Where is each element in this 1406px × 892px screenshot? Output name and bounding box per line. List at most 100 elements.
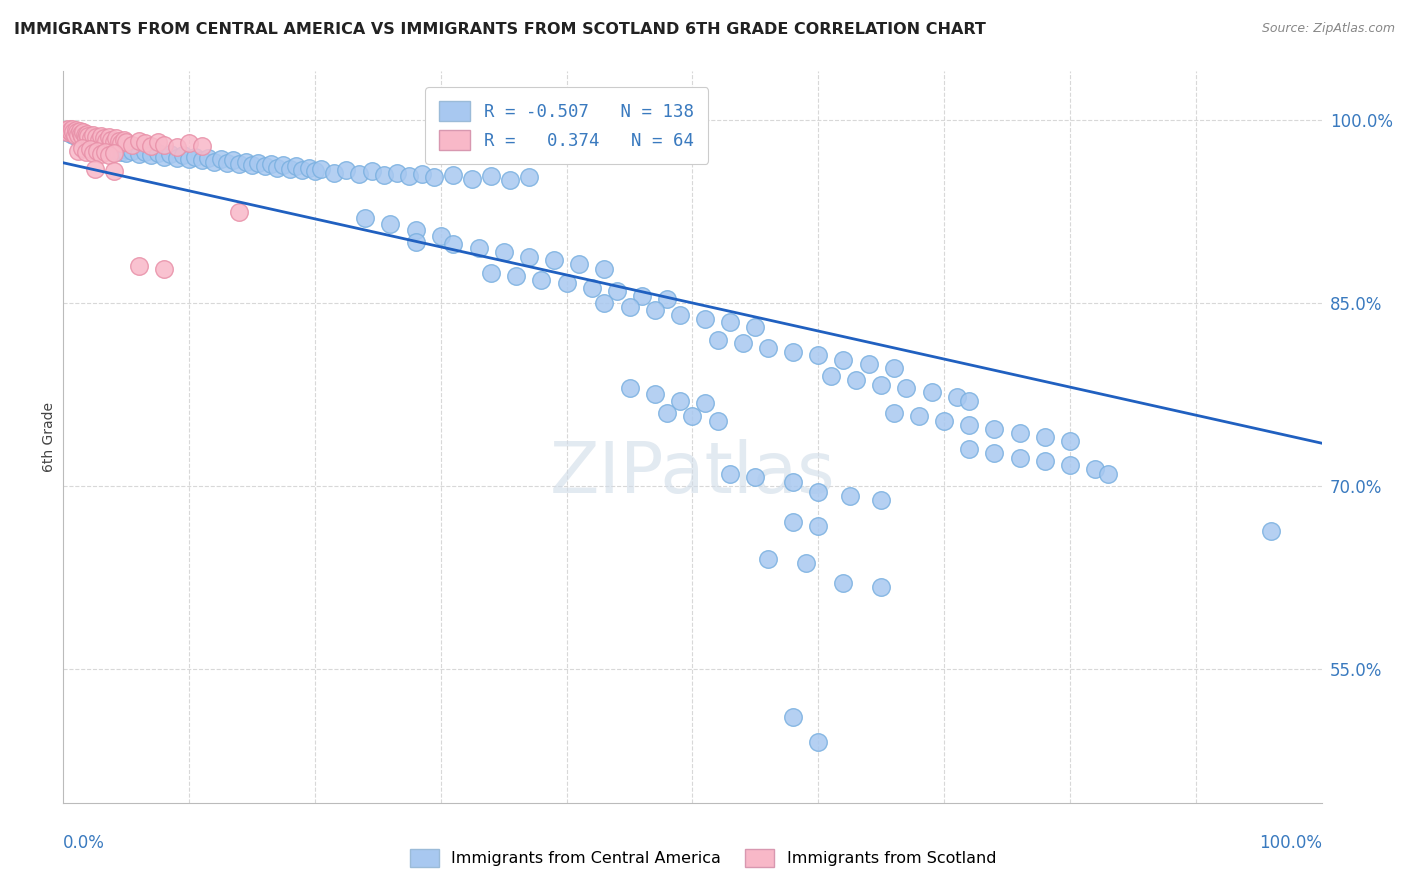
Point [103, 135, 125, 149]
Point [619, 381, 641, 395]
Point [58, 124, 80, 138]
Point [134, 136, 156, 151]
Point [883, 360, 905, 375]
Point [1097, 467, 1119, 481]
Point [112, 142, 135, 156]
Point [693, 396, 716, 410]
Point [184, 150, 207, 164]
Point [94, 134, 117, 148]
Point [56, 125, 79, 139]
Point [266, 161, 288, 175]
Point [82, 134, 104, 148]
Point [405, 235, 427, 249]
Point [82, 128, 104, 142]
Legend: Immigrants from Central America, Immigrants from Scotland: Immigrants from Central America, Immigra… [402, 840, 1004, 875]
Point [215, 156, 238, 170]
Point [593, 261, 616, 276]
Point [90, 140, 112, 154]
Point [128, 260, 150, 274]
Point [1033, 430, 1056, 444]
Text: 0.0%: 0.0% [63, 834, 105, 852]
Point [75, 145, 97, 159]
Point [75, 130, 97, 145]
Point [146, 135, 169, 149]
Point [385, 165, 408, 179]
Text: IMMIGRANTS FROM CENTRAL AMERICA VS IMMIGRANTS FROM SCOTLAND 6TH GRADE CORRELATIO: IMMIGRANTS FROM CENTRAL AMERICA VS IMMIG… [14, 22, 986, 37]
Point [335, 163, 357, 178]
Point [1260, 524, 1282, 538]
Point [72, 125, 94, 139]
Point [807, 485, 830, 500]
Point [347, 167, 370, 181]
Point [146, 146, 169, 161]
Point [957, 393, 980, 408]
Point [55, 125, 77, 139]
Point [794, 556, 817, 570]
Point [934, 414, 956, 428]
Point [93, 137, 115, 152]
Point [1084, 462, 1107, 476]
Point [479, 266, 502, 280]
Point [744, 320, 766, 334]
Point [568, 257, 591, 271]
Point [782, 710, 804, 724]
Point [69, 124, 91, 138]
Point [115, 135, 138, 149]
Point [896, 381, 918, 395]
Point [70, 128, 93, 143]
Point [141, 138, 163, 153]
Point [669, 393, 692, 408]
Point [103, 140, 125, 154]
Point [845, 373, 868, 387]
Point [70, 128, 93, 143]
Point [669, 308, 692, 322]
Point [360, 164, 382, 178]
Point [398, 169, 420, 184]
Point [285, 160, 308, 174]
Point [706, 414, 728, 428]
Point [67, 130, 90, 145]
Point [499, 173, 522, 187]
Point [1008, 426, 1031, 441]
Point [945, 390, 967, 404]
Point [782, 516, 804, 530]
Point [190, 153, 212, 168]
Point [60, 121, 83, 136]
Point [90, 147, 112, 161]
Point [467, 241, 489, 255]
Point [718, 316, 741, 330]
Point [86, 144, 108, 158]
Point [838, 489, 860, 503]
Point [782, 344, 804, 359]
Point [304, 164, 326, 178]
Point [134, 145, 156, 159]
Point [858, 357, 880, 371]
Point [141, 148, 163, 162]
Point [105, 131, 128, 145]
Point [657, 406, 679, 420]
Point [97, 138, 120, 153]
Point [209, 152, 232, 166]
Point [93, 131, 115, 145]
Point [153, 137, 176, 152]
Point [103, 164, 125, 178]
Point [84, 138, 107, 153]
Point [298, 161, 321, 175]
Point [67, 128, 90, 142]
Text: 100.0%: 100.0% [1258, 834, 1322, 852]
Point [247, 156, 270, 170]
Point [441, 168, 464, 182]
Point [235, 154, 257, 169]
Point [354, 211, 377, 225]
Text: Source: ZipAtlas.com: Source: ZipAtlas.com [1261, 22, 1395, 36]
Point [479, 169, 502, 184]
Point [706, 333, 728, 347]
Point [77, 128, 100, 143]
Point [530, 273, 553, 287]
Point [260, 157, 283, 171]
Point [756, 341, 779, 355]
Point [291, 163, 314, 178]
Point [240, 158, 263, 172]
Point [883, 406, 905, 420]
Point [159, 147, 181, 161]
